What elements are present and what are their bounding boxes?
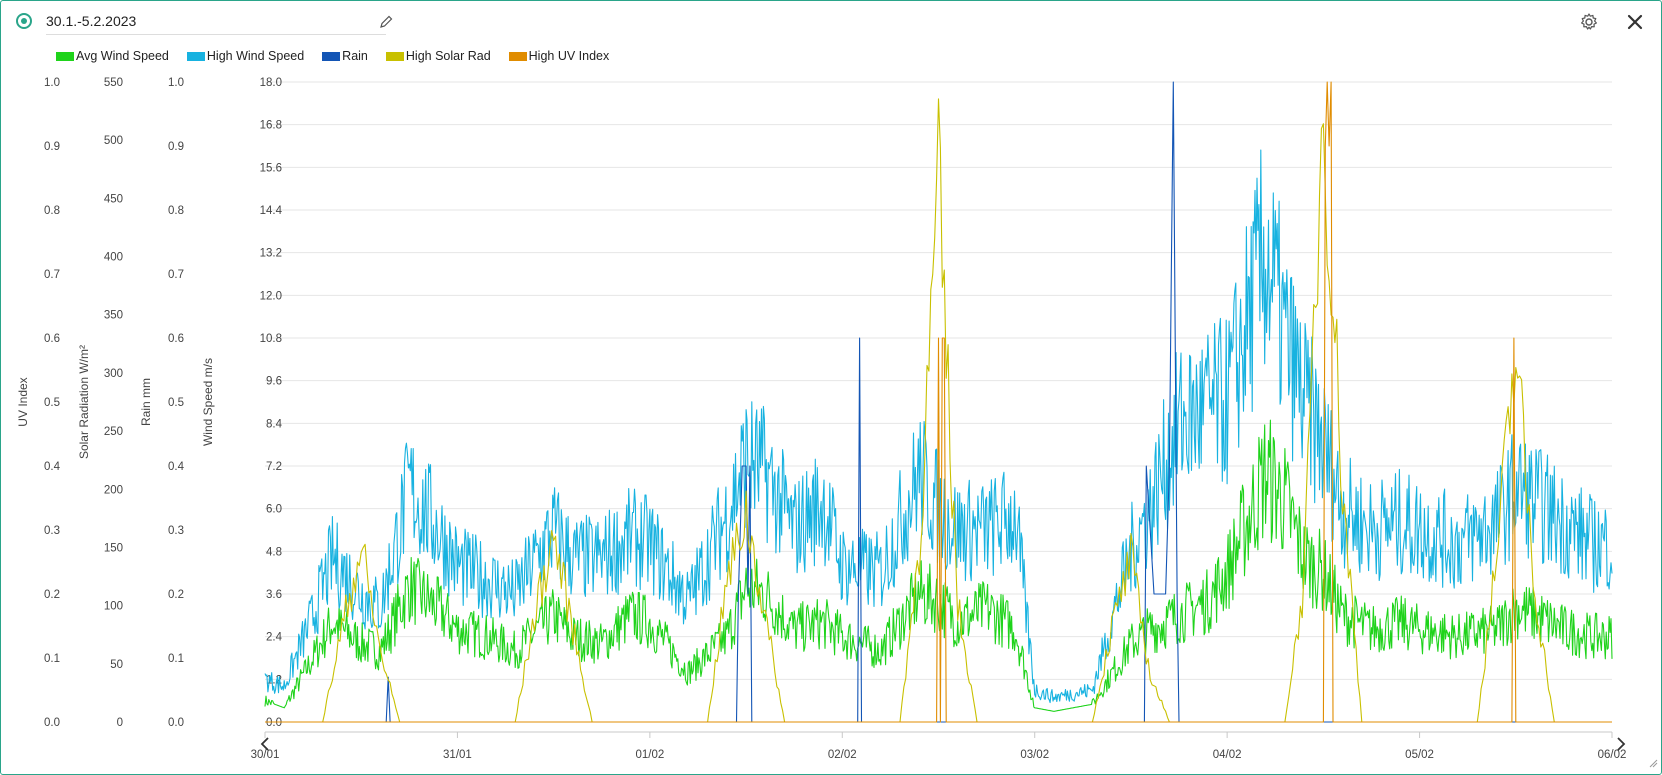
legend-label: Avg Wind Speed	[76, 49, 169, 63]
legend-label: High UV Index	[528, 49, 610, 63]
y-tick-label-rain: 0.2	[168, 589, 184, 601]
legend-label: High Wind Speed	[206, 49, 305, 63]
y-axis-title-uv: UV Index	[16, 377, 30, 426]
y-tick-label-wind: 16.8	[260, 120, 282, 132]
y-tick-label-solar: 350	[104, 310, 123, 322]
y-tick-label-wind: 12.0	[260, 290, 282, 302]
legend-swatch	[322, 51, 341, 61]
y-tick-label-wind: 6.0	[266, 504, 282, 516]
y-tick-label-solar: 150	[104, 542, 123, 554]
y-tick-label-uv: 0.7	[44, 269, 60, 281]
chevron-left-icon[interactable]	[260, 737, 269, 751]
legend-label: Rain	[342, 49, 368, 63]
series-line-high-wind-speed	[264, 149, 1613, 704]
pencil-icon[interactable]	[378, 14, 394, 30]
y-tick-label-rain: 1.0	[168, 77, 184, 89]
y-tick-label-wind: 2.4	[266, 632, 283, 644]
y-tick-label-uv: 0.9	[44, 141, 60, 153]
resize-grip-icon	[1649, 759, 1658, 768]
y-tick-label-uv: 1.0	[44, 77, 60, 89]
y-tick-label-uv: 0.5	[44, 397, 60, 409]
y-tick-label-rain: 0.0	[168, 717, 184, 729]
x-tick-label: 30/01	[251, 749, 280, 761]
chevron-right-icon[interactable]	[1617, 737, 1626, 751]
y-tick-label-wind: 3.6	[266, 589, 282, 601]
y-tick-label-rain: 0.3	[168, 525, 184, 537]
y-tick-label-uv: 0.0	[44, 717, 60, 729]
x-tick-label: 31/01	[443, 749, 472, 761]
y-tick-label-solar: 500	[104, 135, 123, 147]
series-line-avg-wind-speed	[264, 419, 1613, 712]
x-tick-label: 01/02	[635, 749, 664, 761]
legend-item-rain[interactable]: Rain	[322, 47, 368, 65]
y-tick-label-solar: 250	[104, 426, 123, 438]
y-tick-label-solar: 300	[104, 368, 123, 380]
y-axis-title-solar: Solar Radiation W/m²	[77, 345, 91, 459]
gear-icon[interactable]	[1579, 12, 1599, 32]
status-dot-icon[interactable]	[16, 13, 32, 29]
legend-swatch	[385, 51, 404, 61]
y-axis-title-rain: Rain mm	[139, 378, 153, 426]
chart-legend: Avg Wind Speed High Wind Speed Rain High…	[56, 47, 609, 65]
y-tick-label-solar: 400	[104, 252, 123, 264]
y-tick-label-uv: 0.4	[44, 461, 61, 473]
y-axis-title-wind: Wind Speed m/s	[201, 358, 215, 446]
legend-swatch	[508, 51, 527, 61]
y-tick-label-rain: 0.1	[168, 653, 184, 665]
y-tick-label-wind: 10.8	[260, 333, 282, 345]
legend-label: High Solar Rad	[405, 49, 491, 63]
legend-swatch	[186, 51, 205, 61]
legend-item-high-wind-speed[interactable]: High Wind Speed	[186, 47, 305, 65]
y-tick-label-rain: 0.8	[168, 205, 184, 217]
y-tick-label-wind: 7.2	[266, 461, 282, 473]
close-icon[interactable]	[1625, 12, 1645, 32]
y-tick-label-wind: 0.0	[266, 717, 282, 729]
y-tick-label-wind: 8.4	[266, 418, 283, 430]
y-tick-label-wind: 9.6	[266, 376, 282, 388]
y-tick-label-solar: 450	[104, 193, 123, 205]
y-tick-label-uv: 0.1	[44, 653, 60, 665]
y-tick-label-rain: 0.9	[168, 141, 184, 153]
legend-item-high-uv-index[interactable]: High UV Index	[508, 47, 610, 65]
y-tick-label-rain: 0.6	[168, 333, 184, 345]
x-tick-label: 02/02	[828, 749, 857, 761]
y-tick-label-solar: 550	[104, 77, 123, 89]
y-tick-label-solar: 50	[110, 659, 123, 671]
y-tick-label-wind: 4.8	[266, 546, 282, 558]
y-tick-label-wind: 15.6	[260, 162, 282, 174]
y-tick-label-uv: 0.3	[44, 525, 60, 537]
chart-header	[0, 0, 1662, 46]
y-tick-label-uv: 0.8	[44, 205, 60, 217]
legend-item-high-solar-rad[interactable]: High Solar Rad	[385, 47, 491, 65]
x-tick-label: 06/02	[1598, 749, 1627, 761]
y-tick-label-solar: 200	[104, 484, 123, 496]
y-tick-label-solar: 100	[104, 601, 123, 613]
series-line-high-uv-index	[265, 81, 1612, 723]
x-tick-label: 04/02	[1213, 749, 1242, 761]
y-tick-label-uv: 0.6	[44, 333, 60, 345]
y-tick-label-wind: 14.4	[260, 205, 283, 217]
y-tick-label-rain: 0.4	[168, 461, 185, 473]
legend-item-avg-wind-speed[interactable]: Avg Wind Speed	[56, 47, 169, 65]
y-tick-label-solar: 0	[117, 717, 123, 729]
date-range-title-input[interactable]	[46, 8, 386, 35]
y-tick-label-rain: 0.7	[168, 269, 184, 281]
x-tick-label: 05/02	[1405, 749, 1434, 761]
legend-swatch	[56, 51, 74, 61]
y-tick-label-uv: 0.2	[44, 589, 60, 601]
y-tick-label-wind: 18.0	[260, 77, 282, 89]
y-tick-label-wind: 13.2	[260, 248, 282, 260]
x-tick-label: 03/02	[1020, 749, 1049, 761]
y-tick-label-rain: 0.5	[168, 397, 184, 409]
